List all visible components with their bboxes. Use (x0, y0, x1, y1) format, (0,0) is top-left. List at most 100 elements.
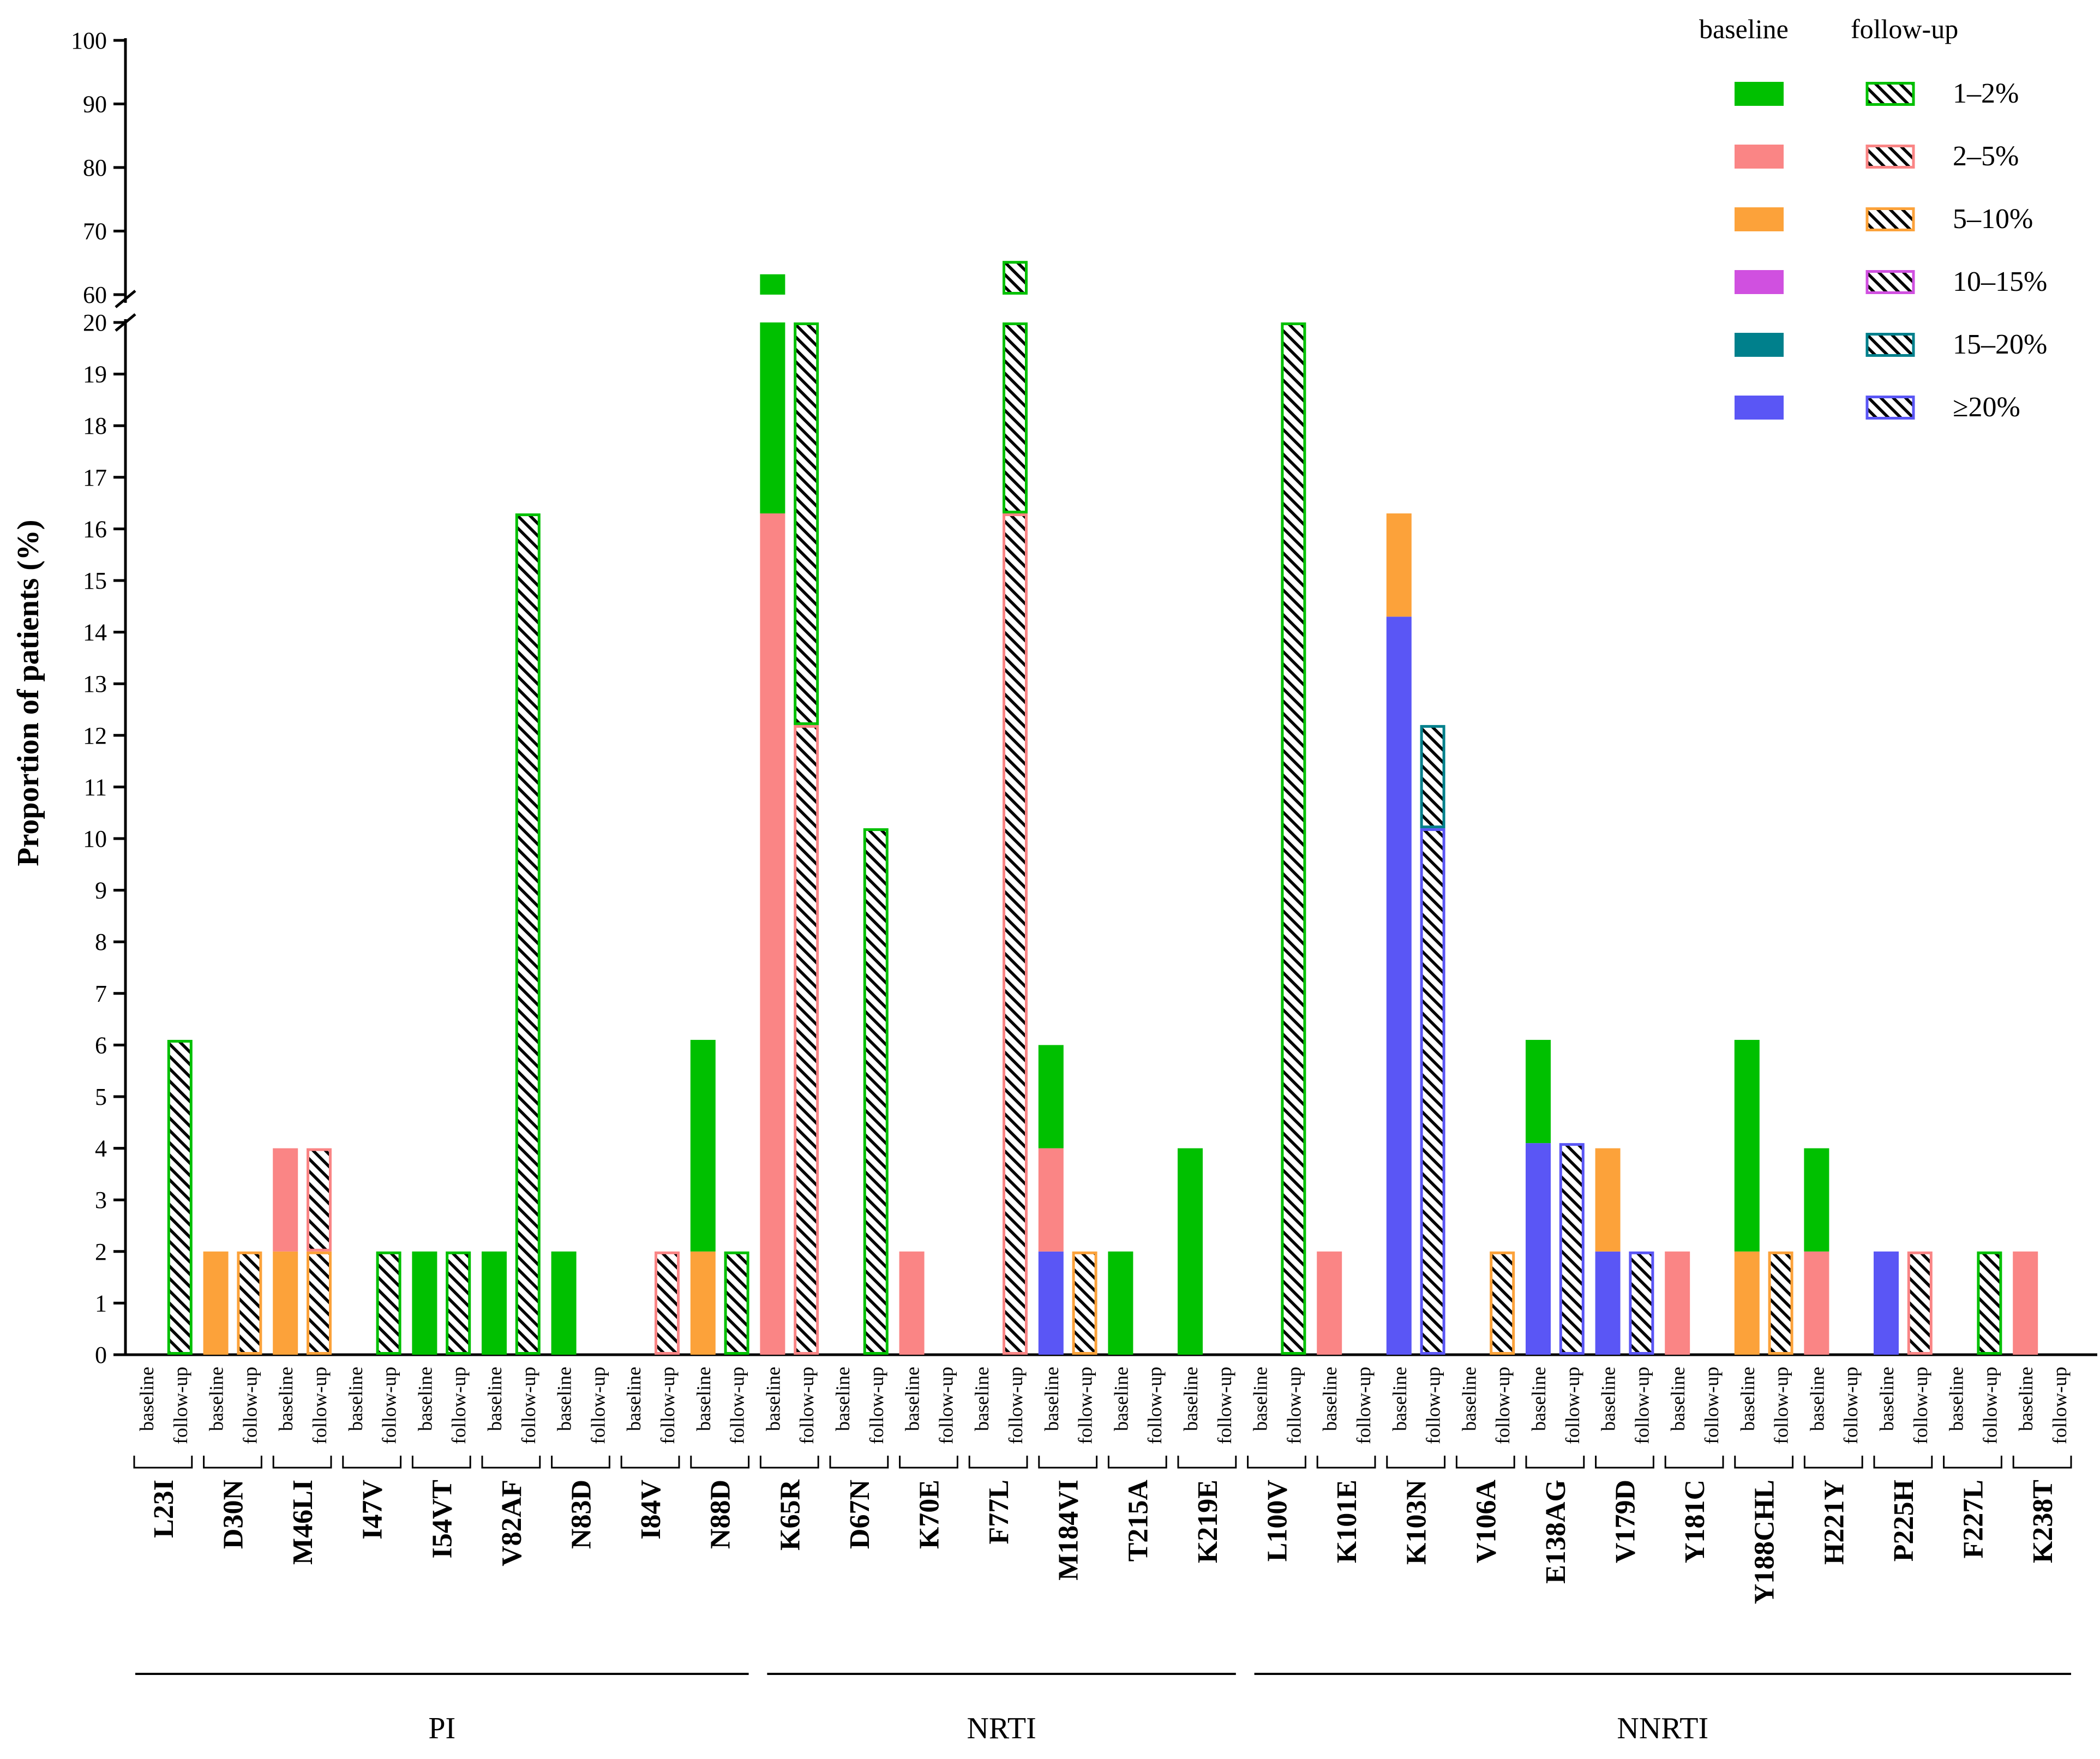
x-timepoint-label: follow-up (1701, 1367, 1723, 1444)
bar-n88d-followup-1-2 (724, 1251, 749, 1355)
mutation-label-l23i: L23I (148, 1480, 179, 1538)
y-tick-label: 17 (83, 464, 107, 491)
y-tick-label: 16 (83, 516, 107, 542)
bar-i54vt-baseline-1-2 (412, 1251, 437, 1355)
mutation-label-k101e: K101E (1331, 1480, 1363, 1563)
x-timepoint-label: baseline (275, 1367, 297, 1431)
bar-p225h-baseline-20 (1874, 1251, 1899, 1355)
mutation-label-k70e: K70E (914, 1480, 945, 1549)
bar-f77l-followup-1-2 (1003, 261, 1028, 295)
mutation-bracket (1664, 1456, 1724, 1469)
y-tick-label: 4 (95, 1135, 107, 1162)
x-timepoint-label: baseline (1876, 1367, 1898, 1431)
mutation-bracket (1177, 1456, 1237, 1469)
bar-k103n-followup-15-20 (1420, 725, 1445, 829)
bar-marks (167, 261, 2038, 1355)
x-timepoint-label: follow-up (727, 1367, 748, 1444)
x-timepoint-label: follow-up (1283, 1367, 1305, 1444)
x-timepoint-label: baseline (554, 1367, 575, 1431)
y-tick-label: 19 (83, 361, 107, 388)
bar-k238t-baseline-2-5 (2013, 1251, 2038, 1355)
x-timepoint-label: follow-up (518, 1367, 539, 1444)
mutation-label-h221y: H221Y (1819, 1480, 1850, 1565)
x-timepoint-label: baseline (1946, 1367, 1967, 1431)
mutation-label-k238t: K238T (2027, 1480, 2059, 1563)
legend-swatch-followup-10-15 (1865, 270, 1915, 294)
x-timepoint-label: baseline (1737, 1367, 1759, 1431)
x-timepoint-label: follow-up (309, 1367, 331, 1444)
x-timepoint-label: follow-up (379, 1367, 400, 1444)
bar-e138ag-baseline-20 (1526, 1143, 1551, 1355)
mutation-bracket (1873, 1456, 1933, 1469)
mutation-bracket (2012, 1456, 2072, 1469)
x-timepoint-label: baseline (971, 1367, 993, 1431)
y-tick-label: 14 (83, 619, 107, 646)
bar-d30n-followup-5-10 (237, 1251, 262, 1355)
mutation-label-v179d: V179D (1610, 1480, 1641, 1563)
mutation-bracket (272, 1456, 332, 1469)
y-tick-label: 70 (83, 218, 107, 245)
mutation-bracket (342, 1456, 402, 1469)
bar-v82af-followup-1-2 (515, 513, 541, 1355)
bar-m184vi-followup-5-10 (1072, 1251, 1097, 1355)
x-timepoint-label: baseline (1110, 1367, 1132, 1431)
y-tick-label: 13 (83, 671, 107, 697)
x-timepoint-label: follow-up (1214, 1367, 1235, 1444)
x-timepoint-label: baseline (1389, 1367, 1411, 1431)
mutation-bracket (411, 1456, 471, 1469)
x-timepoint-label: baseline (1806, 1367, 1828, 1431)
axis-break-mark-upper (115, 290, 136, 308)
mutation-bracket (1316, 1456, 1376, 1469)
y-tick-label: 0 (95, 1342, 107, 1368)
y-tick-label: 80 (83, 154, 107, 181)
bar-p225h-followup-2-5 (1907, 1251, 1933, 1355)
x-timepoint-label: follow-up (1144, 1367, 1166, 1444)
bar-d30n-baseline-5-10 (203, 1251, 229, 1355)
x-timepoint-label: follow-up (866, 1367, 887, 1444)
bar-k65r-baseline-2-5 (760, 513, 785, 1355)
y-tick-label: 20 (83, 309, 107, 336)
x-timepoint-label: follow-up (1005, 1367, 1027, 1444)
mutation-bracket (133, 1456, 193, 1469)
x-timepoint-label: baseline (206, 1367, 227, 1431)
bar-v179d-baseline-5-10 (1595, 1148, 1621, 1252)
x-timepoint-label: baseline (762, 1367, 784, 1431)
bar-y181c-baseline-2-5 (1665, 1251, 1690, 1355)
bar-h221y-baseline-1-2 (1804, 1148, 1829, 1252)
y-tick-label: 3 (95, 1187, 107, 1213)
legend-swatch-baseline-20 (1735, 396, 1784, 420)
legend-header-followup: follow-up (1851, 14, 1958, 44)
x-timepoint-label: baseline (902, 1367, 923, 1431)
x-timepoint-label: follow-up (1910, 1367, 1931, 1444)
bar-d67n-followup-1-2 (863, 828, 889, 1355)
mutation-bracket (690, 1456, 750, 1469)
mutation-label-n88d: N88D (705, 1480, 736, 1549)
mutation-label-k103n: K103N (1401, 1480, 1432, 1565)
x-timepoint-label: follow-up (239, 1367, 261, 1444)
bar-k219e-baseline-1-2 (1178, 1148, 1203, 1355)
legend-label-15-20: 15–20% (1953, 329, 2047, 360)
mutation-label-i47v: I47V (357, 1480, 388, 1540)
x-timepoint-label: baseline (623, 1367, 645, 1431)
x-timepoint-label: follow-up (1423, 1367, 1444, 1444)
bar-f77l-followup-1-2 (1003, 322, 1028, 514)
bar-n83d-baseline-1-2 (551, 1251, 577, 1355)
y-tick-label: 1 (95, 1290, 107, 1317)
bar-k65r-baseline-1-2 (760, 274, 785, 295)
mutation-label-i84v: I84V (635, 1480, 667, 1540)
legend-swatch-followup-2-5 (1865, 145, 1915, 169)
bar-k103n-baseline-20 (1386, 617, 1412, 1355)
x-timepoint-label: baseline (832, 1367, 854, 1431)
bar-m184vi-baseline-20 (1038, 1251, 1064, 1355)
x-timepoint-label: baseline (136, 1367, 158, 1431)
bar-i47v-followup-1-2 (376, 1251, 401, 1355)
legend-swatch-followup-1-2 (1865, 82, 1915, 106)
x-timepoint-label: baseline (484, 1367, 506, 1431)
mutation-bracket (203, 1456, 262, 1469)
bar-k103n-baseline-5-10 (1386, 513, 1412, 617)
mutation-label-k65r: K65R (775, 1479, 806, 1551)
legend-swatch-followup-20 (1865, 396, 1915, 420)
bar-l23i-followup-1-2 (167, 1039, 193, 1355)
mutation-bracket (968, 1456, 1028, 1469)
